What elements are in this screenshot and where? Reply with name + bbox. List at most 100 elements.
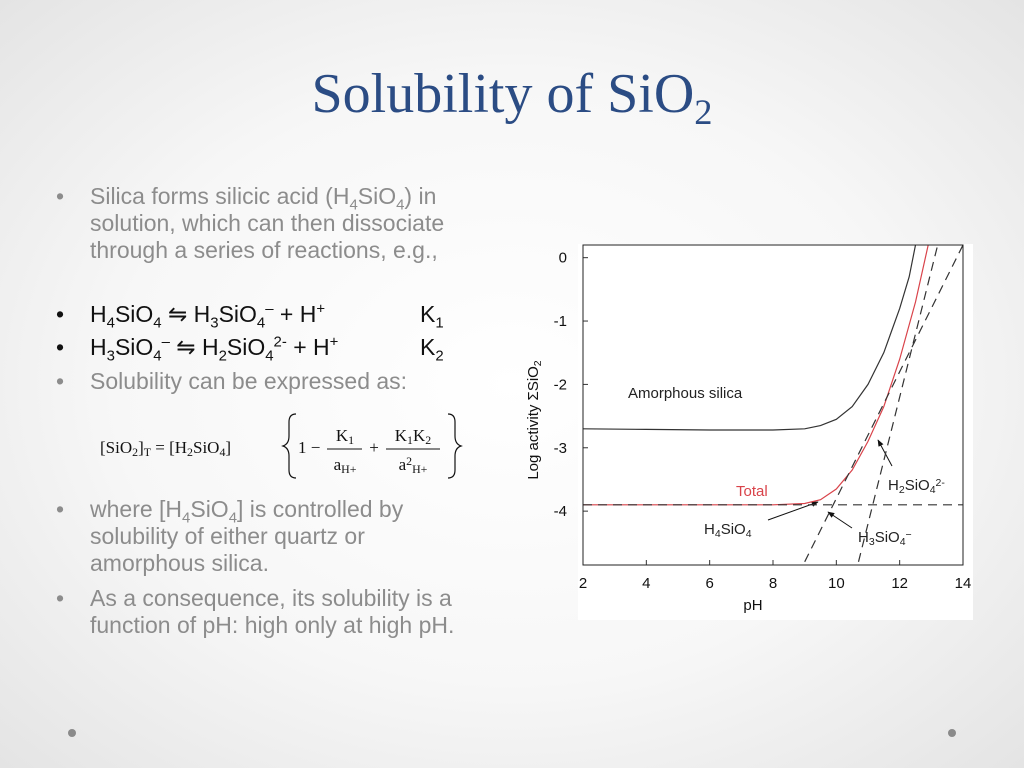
bullet-marker: • <box>56 585 65 611</box>
x-axis-label: pH <box>743 597 762 614</box>
text-run: SiO <box>190 496 229 522</box>
text-run: 4 <box>349 196 358 214</box>
text-run: + <box>316 300 326 318</box>
text-run: 4 <box>219 445 225 459</box>
arrow <box>827 511 853 529</box>
text-run: ⇋ H <box>169 334 219 360</box>
text-run: H <box>90 334 107 360</box>
text-run: H <box>704 521 715 538</box>
text-run: Total <box>736 483 768 500</box>
chart-annotation: H3SiO4− <box>858 529 912 548</box>
equilibrium-constant: K2 <box>420 334 444 364</box>
brace <box>447 413 463 479</box>
text-run: 4 <box>256 314 266 332</box>
text-run: H <box>858 529 869 546</box>
equilibrium-constant: K1 <box>420 301 444 331</box>
bullet-item: • As a consequence, its solubility is a f… <box>56 585 485 639</box>
series-line <box>857 245 939 562</box>
text-run: 3 <box>869 536 875 548</box>
y-tick-label: 0 <box>559 250 567 267</box>
text-run: 2 <box>406 454 412 468</box>
text-run: 2 <box>435 347 444 365</box>
text-run: As a consequence, its solubility is a fu… <box>90 585 455 638</box>
text-run: Solubility of SiO <box>311 63 695 125</box>
text-run: + <box>329 333 339 351</box>
y-tick-label: -4 <box>554 503 567 520</box>
text-run: – <box>265 300 274 318</box>
text-run: SiO <box>721 521 746 538</box>
y-tick-label: -3 <box>554 440 567 457</box>
series-line <box>583 245 917 431</box>
plot-frame <box>582 244 964 566</box>
bullet-item: • Silica forms silicic acid (H4SiO4) in s… <box>56 183 485 264</box>
text-run: 4 <box>265 347 274 365</box>
text-run: 4 <box>746 528 752 540</box>
y-tick-label: -1 <box>554 313 567 330</box>
text-run: 3 <box>106 347 115 365</box>
text-run: ] <box>225 438 231 457</box>
text-run: H <box>888 477 899 494</box>
text-run: 1 <box>348 433 354 447</box>
formula-numerator: K1 <box>336 426 354 447</box>
bullet-item: • Solubility can be expressed as: <box>56 368 485 395</box>
bullet-item: • where [H4SiO4] is controlled by solubil… <box>56 496 485 577</box>
text-run: 1 <box>407 433 413 447</box>
text-run: Amorphous silica <box>628 385 743 402</box>
x-tick-label: 8 <box>769 575 777 592</box>
text-run: K <box>336 426 349 445</box>
text-run: 4 <box>396 196 405 214</box>
bullet-marker: • <box>56 301 65 327</box>
chart-panel <box>578 244 973 620</box>
text-run: 2 <box>187 445 193 459</box>
text-run: H <box>90 301 107 327</box>
text-run: + <box>369 438 379 457</box>
corner-dot <box>68 729 76 737</box>
bullet-item: • H3SiO4– ⇋ H2SiO42- + H+ K2 <box>56 333 485 364</box>
x-tick-label: 4 <box>642 575 650 592</box>
text-run: 4 <box>153 347 162 365</box>
x-tick-label: 6 <box>705 575 713 592</box>
text-run: – <box>161 333 170 351</box>
text-run: 2 <box>132 445 138 459</box>
text-run: 2 <box>425 433 431 447</box>
text-run: 1 − <box>298 438 320 457</box>
formula-term: 1 − <box>298 438 320 457</box>
text-run: H+ <box>412 462 428 476</box>
series-line <box>583 245 929 506</box>
text-run: H+ <box>341 462 357 476</box>
text-run: ] <box>138 438 144 457</box>
text-run: 4 <box>106 314 115 332</box>
text-run: K <box>395 426 408 445</box>
formula-lhs: [SiO2]T = [H2SiO4] <box>100 438 231 459</box>
text-run: Log activity ΣSiO <box>525 366 542 479</box>
brace <box>281 413 297 479</box>
text-run: SiO <box>114 334 154 360</box>
text-run: SiO <box>218 301 257 327</box>
chart-annotation: H2SiO42- <box>888 477 945 496</box>
text-run: ) in solution, which can then dissociate… <box>90 183 445 263</box>
text-run: 4 <box>182 509 191 527</box>
bullet-marker: • <box>56 183 65 209</box>
formula-numerator: K1K2 <box>395 426 432 447</box>
text-run: K <box>413 426 426 445</box>
x-tick-label: 14 <box>955 575 972 592</box>
text-run: 4 <box>153 314 162 332</box>
text-run: 4 <box>900 536 906 548</box>
text-run: = [H <box>151 438 187 457</box>
x-tick-label: 12 <box>891 575 908 592</box>
chart-annotation: Total <box>736 483 768 500</box>
text-run: 2- <box>273 333 287 351</box>
text-run: 2 <box>694 92 713 133</box>
formula-denominator: aH+ <box>334 455 357 476</box>
text-run: Silica forms silicic acid (H <box>90 183 350 209</box>
text-run: − <box>906 529 912 541</box>
corner-dot <box>948 729 956 737</box>
text-run: 2 <box>532 360 544 366</box>
chart-annotation: H4SiO4 <box>704 521 752 540</box>
formula-denominator: a2H+ <box>399 454 428 476</box>
text-run: T <box>144 445 152 459</box>
text-run: a <box>399 455 407 474</box>
text-run: 1 <box>435 314 444 332</box>
text-run: SiO <box>193 438 219 457</box>
